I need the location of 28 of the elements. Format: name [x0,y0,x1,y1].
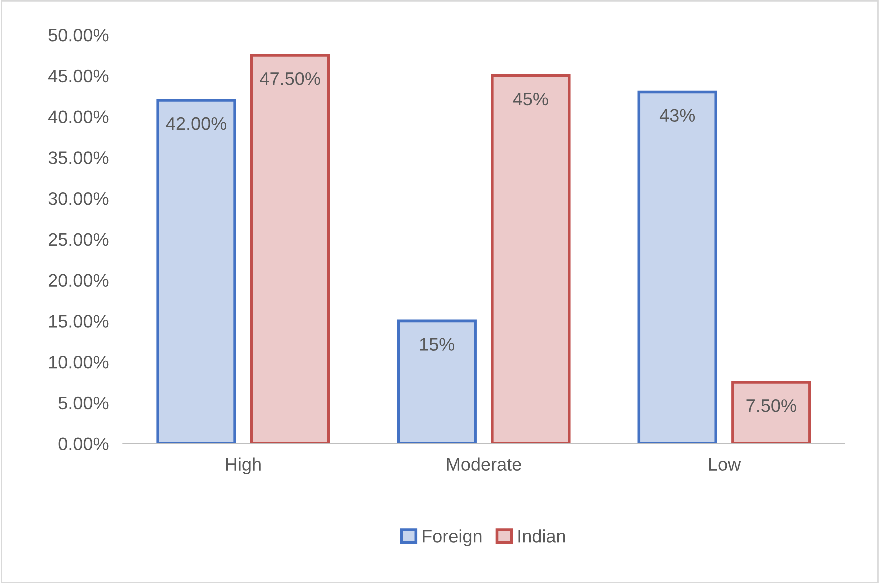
y-tick-label: 15.00% [49,315,109,328]
bar [250,54,330,444]
data-label: 7.50% [746,400,796,412]
y-tick-label: 45.00% [48,70,109,83]
y-tick-label: 0.00% [58,438,109,451]
bar [397,320,477,444]
y-tick-label: 50.00% [48,28,109,42]
data-label: 45% [513,92,548,106]
legend-label: Foreign [423,530,482,546]
bar [638,90,718,444]
y-tick-label: 25.00% [48,233,109,246]
bar [491,74,571,444]
bar [156,99,236,444]
y-tick-label: 10.00% [49,356,109,369]
x-tick-label: Low [709,458,742,471]
data-label: 47.50% [260,72,320,86]
legend-label: Indian [518,530,566,543]
y-tick-label: 35.00% [48,152,109,164]
data-label: 42.00% [166,117,227,130]
x-tick-label: High [226,458,261,475]
y-tick-label: 20.00% [48,274,109,288]
x-tick-label: Moderate [447,458,522,471]
bar [732,381,812,444]
data-label: 43% [660,109,696,122]
data-label: 15% [420,338,455,351]
y-tick-label: 40.00% [48,110,109,124]
y-tick-label: 30.00% [48,192,109,206]
y-tick-label: 5.00% [58,396,109,410]
